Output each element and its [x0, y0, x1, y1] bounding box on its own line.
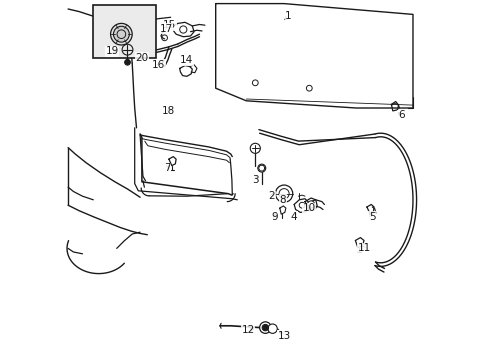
- Circle shape: [124, 59, 130, 65]
- Text: 6: 6: [397, 110, 404, 120]
- Text: 9: 9: [271, 212, 278, 222]
- Text: 8: 8: [279, 195, 286, 205]
- Text: 4: 4: [290, 212, 297, 222]
- Circle shape: [307, 201, 314, 208]
- Circle shape: [275, 185, 292, 202]
- Text: 12: 12: [241, 325, 254, 336]
- Circle shape: [250, 143, 260, 153]
- Text: 18: 18: [162, 106, 175, 116]
- Text: 13: 13: [277, 330, 290, 341]
- Bar: [93, 5, 156, 58]
- Circle shape: [257, 164, 265, 172]
- Text: 1: 1: [285, 11, 291, 21]
- Text: 3: 3: [252, 175, 259, 185]
- Text: 16: 16: [152, 60, 165, 70]
- Text: 7: 7: [163, 163, 170, 174]
- Circle shape: [262, 324, 268, 331]
- Text: 20: 20: [135, 53, 148, 63]
- Circle shape: [279, 189, 288, 199]
- Circle shape: [113, 26, 129, 42]
- Circle shape: [259, 322, 270, 333]
- Text: 14: 14: [180, 55, 193, 66]
- Text: 19: 19: [105, 46, 119, 56]
- Text: 17: 17: [159, 24, 172, 34]
- Text: 11: 11: [357, 243, 370, 253]
- Circle shape: [299, 202, 305, 208]
- Circle shape: [179, 26, 186, 33]
- Text: 2: 2: [268, 191, 275, 201]
- Text: 5: 5: [368, 212, 375, 222]
- Text: 15: 15: [163, 20, 176, 30]
- Text: 10: 10: [302, 203, 315, 213]
- Circle shape: [110, 23, 132, 45]
- Circle shape: [267, 324, 277, 333]
